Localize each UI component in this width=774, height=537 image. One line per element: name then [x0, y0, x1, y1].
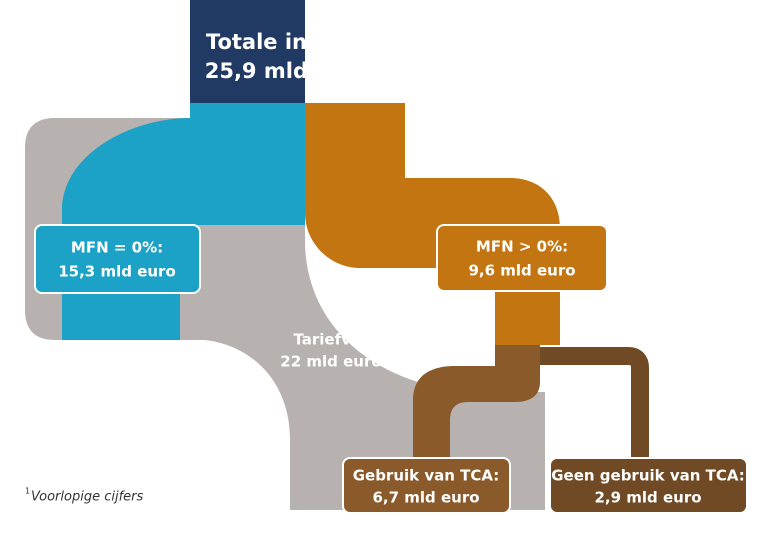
no-tca-label: Geen gebruik van TCA: [551, 467, 745, 485]
mfn0-value: 15,3 mld euro [58, 263, 176, 281]
mfn-pos-box [436, 224, 608, 292]
mfn-pos-value: 9,6 mld euro [468, 262, 575, 280]
mfn0-box [34, 224, 201, 294]
dark-brown-flow [540, 347, 649, 462]
total-label: Totale invoer: [206, 30, 368, 54]
no-tca-value: 2,9 mld euro [594, 489, 701, 507]
mfn0-label: MFN = 0%: [71, 239, 163, 257]
brown-flow [413, 345, 540, 462]
tca-label: Gebruik van TCA: [353, 467, 500, 485]
total-box [190, 0, 305, 103]
tca-box [342, 457, 511, 514]
tariff-free-value: 22 mld euro [280, 353, 381, 371]
no-tca-box [549, 457, 748, 514]
total-value: 25,9 mld euro [205, 59, 370, 83]
footnote-mark: 1 [25, 487, 30, 496]
tca-value: 6,7 mld euro [372, 489, 479, 507]
mfn-pos-label: MFN > 0%: [476, 238, 568, 256]
footnote: Voorlopige cijfers [31, 490, 143, 505]
tariff-free-label: Tariefvrij [293, 331, 368, 349]
